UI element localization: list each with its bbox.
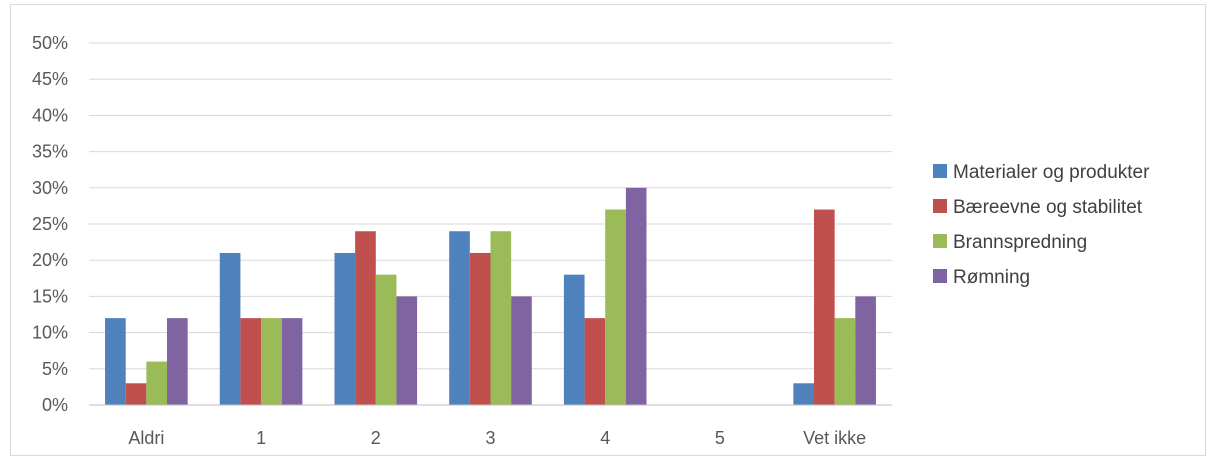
- y-tick-label: 0%: [42, 395, 68, 415]
- bar: [281, 318, 303, 405]
- bar: [167, 318, 188, 405]
- y-tick-label: 50%: [32, 33, 68, 53]
- bar: [469, 252, 491, 405]
- bar: [855, 296, 876, 405]
- bar: [261, 318, 282, 405]
- x-tick-label: 2: [371, 428, 381, 448]
- bar: [449, 231, 470, 405]
- bars: [89, 187, 892, 406]
- legend-swatch: [933, 269, 947, 283]
- y-tick-label: 15%: [32, 286, 68, 306]
- bar: [490, 231, 512, 405]
- y-tick-label: 10%: [32, 323, 68, 343]
- x-tick-label: 3: [485, 428, 495, 448]
- legend-swatch: [933, 164, 947, 178]
- bar: [563, 274, 585, 405]
- bar: [511, 296, 532, 405]
- x-tick-label: 1: [256, 428, 266, 448]
- bar: [396, 296, 418, 405]
- legend-label: Rømning: [953, 267, 1030, 288]
- bar: [355, 231, 376, 405]
- legend-label: Materialer og produkter: [953, 162, 1150, 183]
- bar: [605, 209, 626, 405]
- legend-swatch: [933, 199, 947, 213]
- legend: Materialer og produkter Bæreevne og stabi…: [933, 162, 1150, 288]
- bar: [813, 209, 835, 405]
- legend-label: Brannspredning: [953, 232, 1087, 253]
- bar: [240, 318, 262, 405]
- y-tick-label: 20%: [32, 250, 68, 270]
- y-tick-label: 40%: [32, 105, 68, 125]
- legend-swatch: [933, 234, 947, 248]
- y-tick-label: 25%: [32, 214, 68, 234]
- bar: [146, 361, 168, 405]
- bar: [125, 383, 147, 405]
- y-axis-ticks: 0% 5% 10% 15% 20% 25% 30% 35% 40% 45% 50%: [32, 33, 68, 415]
- bar: [219, 252, 241, 405]
- x-tick-label: Vet ikke: [803, 428, 866, 448]
- x-tick-label: 4: [600, 428, 610, 448]
- bar: [793, 383, 814, 405]
- x-tick-label: Aldri: [128, 428, 164, 448]
- bar: [834, 318, 856, 405]
- bar: [584, 318, 606, 405]
- y-tick-label: 45%: [32, 69, 68, 89]
- bar: [375, 274, 397, 405]
- x-axis-ticks: Aldri 1 2 3 4 5 Vet ikke: [128, 428, 866, 448]
- y-tick-label: 5%: [42, 359, 68, 379]
- bar: [334, 252, 356, 405]
- y-tick-label: 30%: [32, 178, 68, 198]
- bar: [625, 187, 647, 405]
- x-tick-label: 5: [715, 428, 725, 448]
- y-tick-label: 35%: [32, 142, 68, 162]
- bar: [105, 318, 126, 405]
- legend-label: Bæreevne og stabilitet: [953, 197, 1143, 218]
